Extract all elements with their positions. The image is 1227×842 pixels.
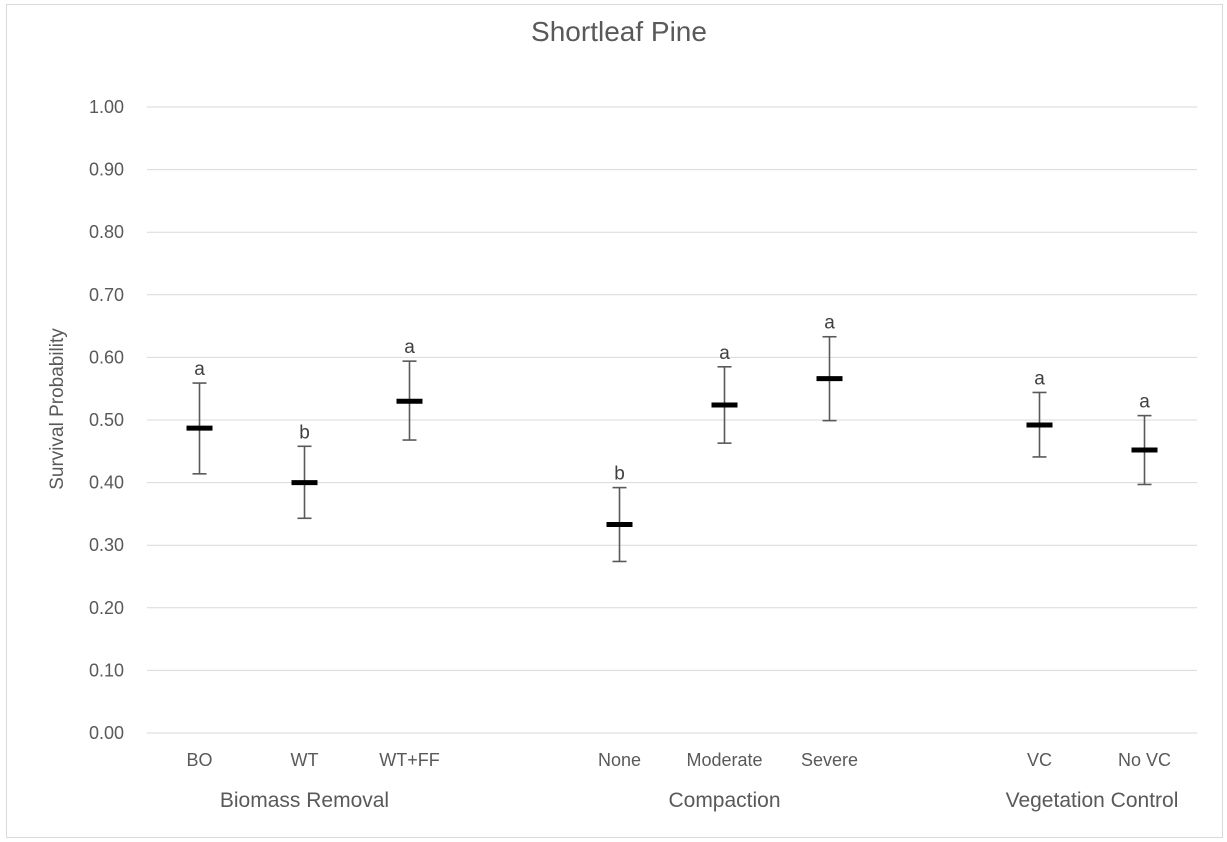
chart-title: Shortleaf Pine [531, 16, 707, 47]
group-labels: Biomass Removal Compaction Vegetation Cont… [220, 789, 1179, 812]
significance-letter: a [719, 343, 730, 364]
gridlines [147, 106, 1197, 734]
y-tick-label: 0.50 [89, 410, 124, 430]
significance-letter: a [404, 337, 415, 358]
group-label: Compaction [668, 789, 780, 812]
chart-area: Shortleaf Pine Survival Probability 0.00… [6, 4, 1223, 838]
category-label: WT [291, 750, 319, 770]
y-tick-label: 1.00 [89, 97, 124, 117]
y-tick-label: 0.80 [89, 222, 124, 242]
y-tick-label: 0.70 [89, 285, 124, 305]
significance-letter: a [1034, 368, 1045, 389]
y-tick-label: 0.40 [89, 473, 124, 493]
significance-letter: a [194, 359, 205, 380]
category-label: None [598, 750, 641, 770]
error-bars [192, 335, 1152, 563]
category-labels: BO WT WT+FF None Moderate Severe VC No VC [186, 750, 1171, 770]
y-tick-label: 0.60 [89, 347, 124, 367]
survival-probability-chart: Shortleaf Pine Survival Probability 0.00… [47, 16, 1197, 812]
y-tick-label: 0.00 [89, 723, 124, 743]
group-label: Vegetation Control [1006, 789, 1179, 812]
mean-markers [186, 376, 1158, 528]
category-label: BO [186, 750, 212, 770]
significance-letters: a b a b a a a a [194, 313, 1150, 485]
significance-letter: a [824, 313, 835, 334]
category-label: Severe [801, 750, 858, 770]
category-label: WT+FF [379, 750, 440, 770]
y-axis-label: Survival Probability [47, 328, 68, 490]
y-tick-label: 0.20 [89, 598, 124, 618]
category-label: Moderate [686, 750, 762, 770]
y-tick-label: 0.30 [89, 535, 124, 555]
y-tick-label: 0.10 [89, 660, 124, 680]
significance-letter: b [299, 422, 310, 443]
category-label: VC [1027, 750, 1052, 770]
significance-letter: a [1139, 392, 1150, 413]
y-tick-label: 0.90 [89, 160, 124, 180]
group-label: Biomass Removal [220, 789, 389, 812]
category-label: No VC [1118, 750, 1171, 770]
significance-letter: b [614, 464, 625, 485]
y-tick-labels: 0.00 0.10 0.20 0.30 0.40 0.50 0.60 0.70 0.80 0.90… [89, 97, 124, 743]
